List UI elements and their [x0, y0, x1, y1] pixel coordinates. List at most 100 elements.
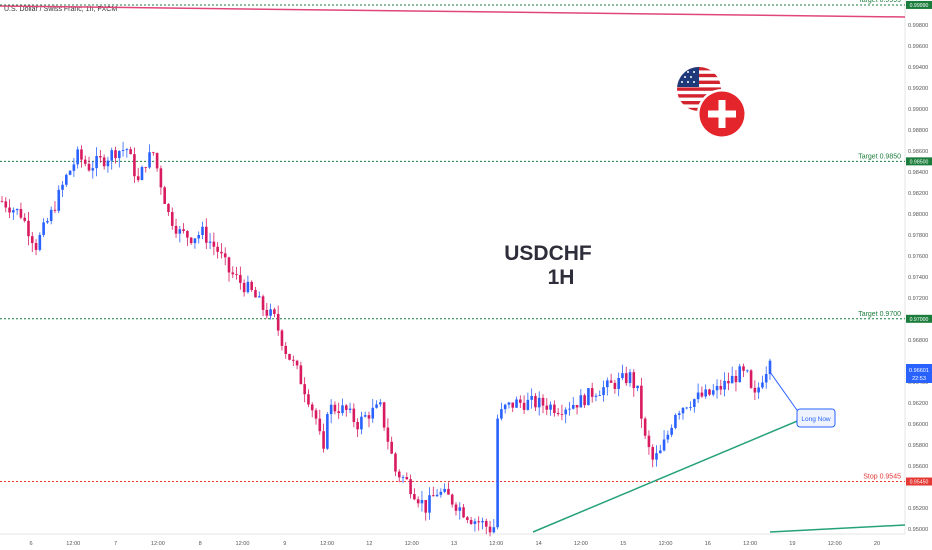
- candle-body: [462, 507, 465, 518]
- candle-body: [511, 402, 515, 408]
- candle-body: [477, 521, 480, 523]
- candle-body: [624, 373, 628, 384]
- price-tick-label: 0.96000: [908, 422, 928, 428]
- candle-body: [114, 150, 117, 159]
- level-axis-label: 0.99990: [910, 3, 929, 9]
- long-now-annotation[interactable]: Long Now: [769, 371, 836, 428]
- level-label: Stop 0.9545: [863, 474, 901, 481]
- time-tick-label: 12:00: [574, 541, 588, 547]
- candle-body: [530, 395, 533, 400]
- candle-body: [333, 404, 337, 412]
- overlay-symbol: USDCHF: [504, 242, 592, 265]
- candle-body: [746, 370, 749, 372]
- candle-body: [519, 399, 522, 403]
- level-axis-box: [906, 157, 932, 166]
- candle-body: [242, 282, 246, 293]
- candle-body: [125, 149, 129, 151]
- candle-body: [768, 360, 772, 375]
- candle-body: [27, 220, 30, 237]
- price-tick-label: 0.96800: [908, 338, 928, 344]
- candle-body: [4, 201, 8, 208]
- time-tick-label: 12:00: [236, 541, 250, 547]
- candle-body: [106, 160, 110, 167]
- candle-body: [481, 520, 484, 523]
- candle-body: [609, 380, 613, 383]
- candle-body: [617, 377, 620, 389]
- candle-body: [749, 370, 753, 388]
- candle-body: [193, 238, 197, 244]
- candle-body: [133, 154, 136, 177]
- time-tick-label: 8: [199, 541, 202, 547]
- price-tick-label: 0.97400: [908, 275, 928, 281]
- candle-body: [276, 313, 280, 331]
- candle-body: [322, 431, 325, 449]
- candle-body: [110, 150, 114, 161]
- candle-body: [757, 387, 760, 393]
- candle-body: [658, 450, 662, 454]
- time-tick-label: 13: [451, 541, 457, 547]
- candle-body: [201, 226, 204, 236]
- candle-body: [640, 385, 643, 419]
- trendline[interactable]: [532, 408, 827, 533]
- candle-body: [507, 402, 511, 405]
- candle-body: [734, 375, 738, 383]
- level-label: Target 0.9700: [858, 311, 901, 318]
- candle-body: [367, 415, 371, 419]
- candle-body: [80, 149, 83, 160]
- candle-body: [443, 488, 446, 492]
- candle-body: [503, 404, 507, 410]
- candle-body: [337, 411, 341, 414]
- candle-body: [488, 526, 492, 533]
- candle-body: [299, 365, 303, 385]
- candle-body: [458, 507, 462, 511]
- candle-body: [431, 495, 435, 497]
- candle-body: [628, 372, 632, 384]
- candle-body: [121, 150, 125, 152]
- candle-body: [416, 499, 420, 504]
- price-tick-label: 0.98200: [908, 191, 928, 197]
- candle-body: [394, 453, 397, 472]
- candle-body: [356, 421, 359, 430]
- candle-body: [57, 189, 61, 211]
- price-tick-label: 0.98000: [908, 212, 928, 218]
- candle-body: [159, 168, 163, 188]
- candle-body: [382, 402, 386, 428]
- candle-body: [68, 170, 72, 175]
- candle-body: [575, 405, 579, 408]
- candle-body: [386, 427, 390, 442]
- candle-body: [469, 519, 473, 524]
- trendline-lower[interactable]: [769, 524, 906, 533]
- candle-body: [560, 414, 564, 415]
- candle-body: [102, 157, 106, 167]
- candle-body: [685, 407, 689, 409]
- candle-body: [435, 494, 439, 497]
- time-axis[interactable]: 6 12:00 7 12:00 8 12:00 9 12:00 12 12:00 13 12:00 14…: [29, 541, 880, 547]
- candle-body: [704, 389, 707, 397]
- time-tick-label: 12:00: [659, 541, 673, 547]
- candle-body: [390, 441, 393, 454]
- price-tick-label: 0.99000: [908, 107, 928, 113]
- candle-body: [371, 407, 375, 419]
- candle-body: [95, 156, 98, 169]
- candle-body: [280, 330, 284, 346]
- candle-body: [727, 380, 730, 384]
- price-tick-label: 0.99400: [908, 65, 928, 71]
- resistance-line[interactable]: [0, 5, 906, 18]
- price-tick-label: 0.98800: [908, 128, 928, 134]
- candle-body: [522, 402, 526, 410]
- candle-body: [326, 414, 329, 449]
- candle-body: [466, 517, 469, 520]
- time-tick-label: 12:00: [743, 541, 757, 547]
- price-axis[interactable]: 0.99800 0.99600 0.99400 0.99200 0.99000 0.988…: [908, 23, 928, 533]
- candle-body: [454, 504, 458, 511]
- candle-body: [556, 412, 560, 415]
- price-tick-label: 0.99800: [908, 23, 928, 29]
- time-tick-label: 12: [366, 541, 372, 547]
- candle-body: [303, 384, 306, 395]
- candle-body: [545, 405, 549, 410]
- candle-body: [413, 494, 416, 500]
- candle-body: [711, 390, 715, 395]
- price-tick-label: 0.99200: [908, 86, 928, 92]
